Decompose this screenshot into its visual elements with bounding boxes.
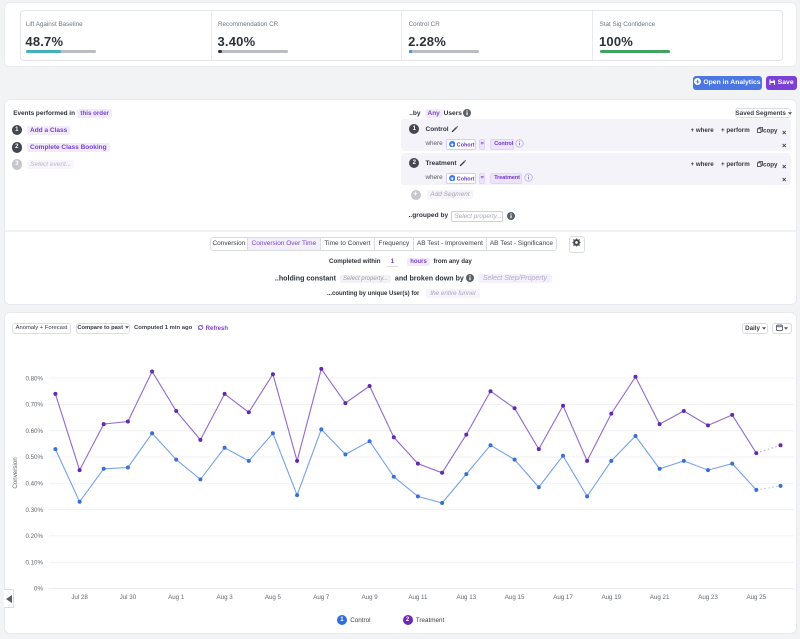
svg-text:0.50%: 0.50%: [25, 454, 43, 461]
svg-text:Aug 1: Aug 1: [168, 594, 185, 601]
svg-text:Aug 19: Aug 19: [601, 594, 621, 601]
svg-text:Aug 13: Aug 13: [456, 594, 476, 601]
svg-text:0%: 0%: [34, 586, 43, 593]
svg-text:Aug 11: Aug 11: [408, 594, 428, 601]
svg-text:0.20%: 0.20%: [25, 533, 43, 540]
svg-text:0.80%: 0.80%: [25, 375, 43, 382]
svg-text:Aug 3: Aug 3: [217, 594, 234, 601]
svg-text:Jul 30: Jul 30: [120, 594, 137, 601]
svg-text:Aug 5: Aug 5: [265, 594, 282, 601]
svg-text:Aug 15: Aug 15: [505, 594, 525, 601]
svg-text:Jul 28: Jul 28: [71, 594, 88, 601]
svg-text:0.60%: 0.60%: [25, 428, 43, 435]
svg-text:0.40%: 0.40%: [25, 481, 43, 488]
svg-text:0.70%: 0.70%: [25, 402, 43, 409]
svg-text:Aug 25: Aug 25: [746, 594, 766, 601]
svg-text:0.10%: 0.10%: [25, 559, 43, 566]
svg-text:Conversion: Conversion: [12, 457, 19, 489]
svg-text:0.30%: 0.30%: [25, 507, 43, 514]
svg-text:Aug 23: Aug 23: [698, 594, 718, 601]
svg-text:Aug 17: Aug 17: [553, 594, 573, 601]
svg-text:Aug 9: Aug 9: [362, 594, 379, 601]
svg-text:Aug 21: Aug 21: [650, 594, 670, 601]
svg-text:Aug 7: Aug 7: [313, 594, 330, 601]
